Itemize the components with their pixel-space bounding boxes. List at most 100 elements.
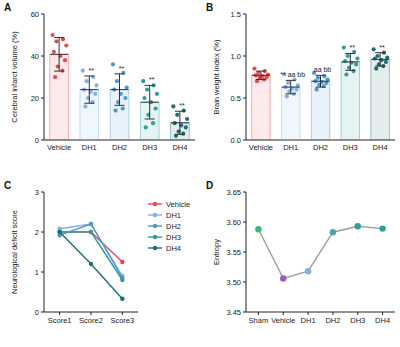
- y-tick: [41, 140, 44, 141]
- legend-marker: [153, 224, 157, 228]
- y-axis-title: Entropy: [212, 239, 221, 265]
- point: [285, 94, 289, 98]
- x-tick-label: DH4: [373, 143, 388, 152]
- error-bar: [111, 74, 129, 106]
- y-tick-label: 1.5: [231, 10, 241, 19]
- panel-1: 0.00.51.01.5Brain weight index (%)BVehic…: [206, 2, 395, 152]
- point: [64, 43, 68, 47]
- point: [155, 92, 159, 96]
- point: [121, 106, 125, 110]
- panel-3: 3.453.503.553.603.65EntropyDShamVehicleD…: [206, 180, 395, 325]
- annotation: **: [379, 44, 385, 51]
- point: [373, 56, 377, 60]
- point: [344, 72, 348, 76]
- legend-marker: [153, 202, 157, 206]
- y-tick-label: 3: [35, 188, 39, 197]
- x-axis-line: [246, 312, 395, 313]
- point: [322, 84, 326, 88]
- point: [57, 230, 61, 234]
- legend-label: DH3: [166, 233, 181, 242]
- legend-marker: [153, 213, 157, 217]
- x-tick-label: Score2: [79, 316, 103, 325]
- point: [372, 47, 376, 51]
- error-cap: [54, 37, 64, 38]
- error-cap: [256, 71, 266, 72]
- point: [151, 121, 155, 125]
- mean-line: [171, 122, 189, 123]
- annotation: ** aa bb: [280, 71, 305, 78]
- marks: [252, 46, 390, 141]
- y-tick: [243, 140, 246, 141]
- point: [85, 79, 89, 83]
- annotation: **: [350, 44, 356, 51]
- mean-line: [111, 89, 129, 90]
- y-axis-title: Cerebral infarct volume (%): [10, 31, 19, 123]
- y-tick: [243, 14, 246, 15]
- error-bar: [252, 71, 270, 79]
- error-cap: [84, 103, 94, 104]
- error-bar: [341, 53, 359, 70]
- point: [93, 92, 97, 96]
- point: [54, 39, 58, 43]
- point: [120, 260, 124, 264]
- bar: [371, 59, 389, 140]
- error-cap: [54, 71, 64, 72]
- error-cap: [115, 105, 125, 106]
- legend-marker: [153, 235, 157, 239]
- point: [89, 262, 93, 266]
- point: [171, 104, 175, 108]
- y-tick: [41, 56, 44, 57]
- x-tick-label: Vehicle: [47, 143, 71, 152]
- x-tick-label: Score1: [48, 316, 72, 325]
- error-cap: [84, 75, 94, 76]
- y-tick-label: 3.55: [226, 248, 241, 257]
- point: [57, 230, 61, 234]
- point: [145, 88, 149, 92]
- figure: 0204060Cerebral infarct volume (%)AVehic…: [0, 0, 400, 347]
- x-tick-label: DH1: [82, 143, 97, 152]
- y-axis-line: [44, 192, 45, 312]
- x-tick: [332, 312, 333, 315]
- point: [315, 88, 319, 92]
- annotation: **: [179, 102, 185, 109]
- y-tick: [243, 252, 246, 253]
- point: [144, 125, 148, 129]
- point: [379, 225, 385, 231]
- point: [181, 132, 185, 136]
- y-tick: [243, 192, 246, 193]
- marks: [255, 223, 386, 282]
- x-tick: [122, 312, 123, 315]
- marks: [57, 222, 124, 301]
- point: [342, 46, 346, 50]
- y-tick-label: 3.45: [226, 308, 241, 317]
- y-tick: [243, 98, 246, 99]
- x-tick-label: DH2: [325, 316, 340, 325]
- point: [53, 75, 57, 79]
- bar: [341, 62, 359, 140]
- panel-letter: A: [4, 2, 11, 13]
- point: [305, 268, 311, 274]
- annotation: **: [119, 65, 125, 72]
- error-bar: [312, 75, 330, 87]
- x-tick-label: DH3: [142, 143, 157, 152]
- y-tick-label: 2: [35, 228, 39, 237]
- error-bar: [50, 38, 68, 72]
- point: [316, 76, 320, 80]
- error-bar: [171, 111, 189, 134]
- x-tick-label: DH3: [343, 143, 358, 152]
- mean-line: [141, 102, 159, 103]
- x-tick-label: Vehicle: [271, 316, 295, 325]
- point: [252, 67, 256, 71]
- x-tick-label: Score3: [110, 316, 134, 325]
- point: [115, 79, 119, 83]
- x-tick-label: Sham: [249, 316, 269, 325]
- error-cap: [145, 119, 155, 120]
- mean-line: [341, 61, 359, 62]
- error-bar: [282, 80, 300, 93]
- error-bar: [80, 76, 98, 103]
- y-tick-label: 20: [31, 94, 39, 103]
- series-line: [60, 232, 123, 299]
- y-tick: [41, 232, 44, 233]
- point: [384, 60, 388, 64]
- point: [89, 222, 93, 226]
